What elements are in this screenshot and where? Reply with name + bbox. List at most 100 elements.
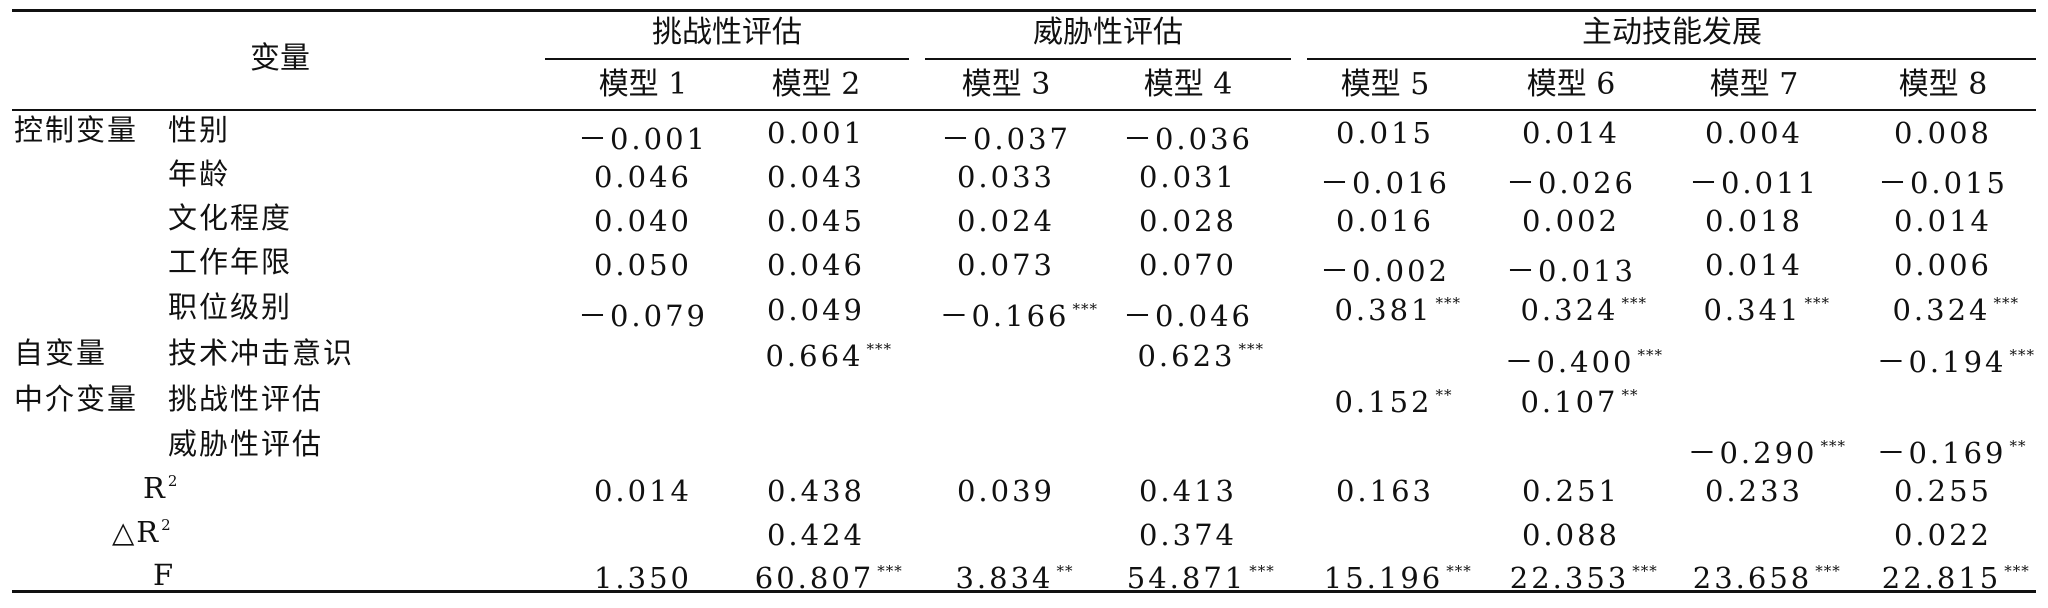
- table-cell: 0.381 ***: [1334, 293, 1461, 327]
- significance-stars: ***: [1072, 300, 1099, 318]
- row-variable-label: 挑战性评估: [168, 385, 323, 414]
- table-cell: 0.008: [1894, 116, 1992, 150]
- table-cell: 0.040: [594, 204, 692, 238]
- cell-value: 0.006: [1893, 248, 1993, 282]
- significance-stars: ***: [1621, 294, 1648, 312]
- table-cell: －0.011: [1689, 160, 1819, 202]
- table-cell: 0.438: [767, 474, 865, 508]
- table-cell: 0.039: [957, 474, 1055, 508]
- table-cell: 23.658 ***: [1693, 561, 1841, 595]
- cell-value: 0.163: [1335, 474, 1435, 508]
- model-header-4: 模型 4: [1143, 67, 1233, 102]
- table-cell: －0.015: [1878, 160, 2008, 202]
- significance-stars: ***: [2009, 346, 2036, 364]
- cell-value: 0.014: [1893, 204, 1993, 238]
- cell-value: 0.014: [593, 474, 693, 508]
- significance-stars: ***: [1815, 562, 1841, 580]
- significance-stars: ***: [1804, 294, 1831, 312]
- table-cell: 0.015: [1336, 116, 1434, 150]
- cell-value: 0.152: [1334, 385, 1433, 419]
- cell-value: －0.026: [1505, 166, 1637, 200]
- model-header-3: 模型 3: [961, 67, 1051, 102]
- cell-value: 0.341: [1703, 293, 1802, 327]
- table-cell: 0.374: [1139, 518, 1237, 552]
- table-cell: 0.004: [1705, 116, 1803, 150]
- cell-value: 0.046: [593, 160, 693, 194]
- row-group-label: 自变量: [14, 336, 108, 370]
- cell-value: 0.073: [956, 248, 1056, 282]
- row-variable-text: 性别: [168, 113, 231, 147]
- table-cell: 3.834 **: [955, 561, 1073, 595]
- row-variable-text: 威胁性评估: [168, 427, 324, 461]
- cell-value: 23.658: [1692, 561, 1813, 595]
- group-underline-threat: [925, 58, 1291, 60]
- cell-value: 0.050: [593, 248, 693, 282]
- table-cell: 0.014: [1894, 204, 1992, 238]
- cell-value: －0.002: [1319, 254, 1451, 288]
- cell-value: 0.018: [1704, 204, 1804, 238]
- row-variable-label: 年龄: [168, 160, 230, 189]
- table-cell: －0.166 ***: [939, 293, 1098, 335]
- table-cell: 22.815 ***: [1882, 561, 2030, 595]
- table-cell: 0.623 ***: [1137, 339, 1264, 373]
- table-cell: 0.014: [594, 474, 692, 508]
- cell-value: －0.400: [1504, 345, 1635, 379]
- cell-value: －0.016: [1319, 166, 1451, 200]
- row-variable-text: 职位级别: [168, 290, 293, 324]
- table-cell: 0.233: [1705, 474, 1803, 508]
- significance-stars: **: [1621, 386, 1639, 404]
- table-cell: 0.324 ***: [1892, 293, 2019, 327]
- group-header-proactive: 主动技能发展: [1582, 15, 1762, 50]
- cell-value: 0.251: [1521, 474, 1621, 508]
- table-cell: －0.400 ***: [1504, 339, 1663, 381]
- cell-value: 0.424: [766, 518, 866, 552]
- table-cell: 0.424: [767, 518, 865, 552]
- cell-value: 0.022: [1893, 518, 1993, 552]
- table-cell: 0.046: [594, 160, 692, 194]
- row-variable-text: R: [143, 471, 167, 505]
- table-cell: 0.014: [1705, 248, 1803, 282]
- model-header-5: 模型 5: [1340, 67, 1430, 102]
- row-variable-label: 性别: [168, 116, 230, 145]
- cell-value: 1.350: [593, 561, 693, 595]
- model-header-6: 模型 6: [1526, 67, 1616, 102]
- table-cell: 0.001: [767, 116, 865, 150]
- cell-value: －0.037: [940, 122, 1072, 156]
- row-variable-label: R2: [143, 474, 178, 503]
- significance-stars: **: [1056, 562, 1074, 580]
- table-cell: 0.088: [1522, 518, 1620, 552]
- row-variable-text: 技术冲击意识: [168, 336, 355, 370]
- significance-stars: ***: [1238, 340, 1265, 358]
- table-cell: －0.013: [1506, 248, 1636, 290]
- table-cell: －0.001: [578, 116, 708, 158]
- cell-value: 0.004: [1704, 116, 1804, 150]
- table-cell: 22.353 ***: [1510, 561, 1658, 595]
- table-cell: 0.033: [957, 160, 1055, 194]
- table-cell: 0.043: [767, 160, 865, 194]
- table-cell: 0.046: [767, 248, 865, 282]
- table-cell: 0.028: [1139, 204, 1237, 238]
- table-cell: 0.255: [1894, 474, 1992, 508]
- table-cell: 0.006: [1894, 248, 1992, 282]
- table-cell: －0.046: [1123, 293, 1253, 335]
- cell-value: 0.413: [1138, 474, 1238, 508]
- row-variable-label: 工作年限: [168, 248, 292, 277]
- significance-stars: ***: [1249, 562, 1275, 580]
- group-underline-challenge: [545, 58, 909, 60]
- table-cell: 0.251: [1522, 474, 1620, 508]
- table-cell: 0.014: [1522, 116, 1620, 150]
- table-cell: －0.079: [578, 293, 708, 335]
- cell-value: 0.324: [1892, 293, 1991, 327]
- cell-value: 0.664: [765, 339, 864, 373]
- cell-value: 0.070: [1138, 248, 1238, 282]
- table-cell: －0.194 ***: [1876, 339, 2035, 381]
- row-group-label: 中介变量: [14, 382, 139, 416]
- cell-value: －0.011: [1688, 166, 1820, 200]
- row-variable-text: 工作年限: [168, 245, 293, 279]
- table-cell: 0.018: [1705, 204, 1803, 238]
- row-variable-text: 文化程度: [168, 201, 293, 235]
- row-variable-text: △R: [112, 515, 161, 549]
- row-variable-label: 文化程度: [168, 204, 292, 233]
- header-bottom-rule: [12, 109, 2036, 111]
- cell-value: 0.043: [766, 160, 866, 194]
